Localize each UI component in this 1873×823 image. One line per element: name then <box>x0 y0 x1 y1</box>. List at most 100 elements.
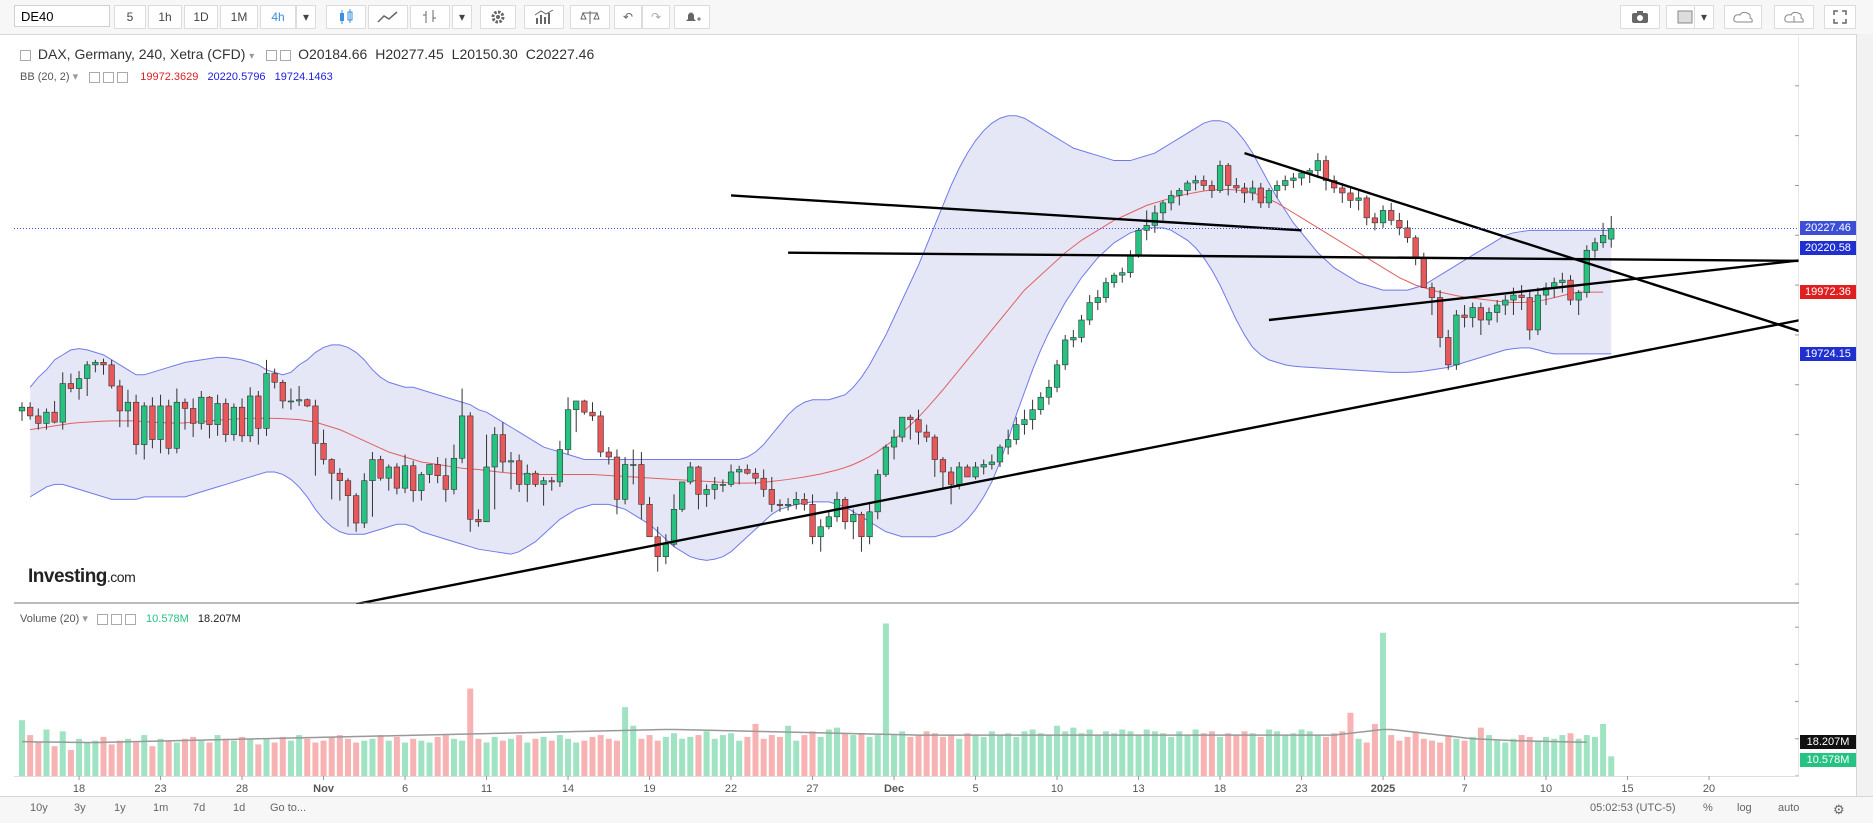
volume-bar <box>1445 735 1452 776</box>
candle-body <box>491 434 498 468</box>
percent-scale-toggle[interactable]: % <box>1703 802 1713 814</box>
alert-button[interactable] <box>674 5 710 29</box>
candle-body <box>1168 195 1175 204</box>
volume-bar <box>1567 733 1574 776</box>
candle-body <box>532 472 539 485</box>
volume-bar <box>866 736 873 776</box>
redo-button[interactable]: ↷ <box>642 5 670 29</box>
candle-body <box>247 395 254 437</box>
line-chart-type-button[interactable] <box>368 5 408 29</box>
undo-button[interactable]: ↶ <box>614 5 642 29</box>
volume-bar <box>516 735 523 776</box>
candle-body <box>401 465 409 489</box>
candle-body <box>43 411 50 424</box>
interval-1h-button[interactable]: 1h <box>148 5 182 29</box>
chevron-down-icon[interactable]: ▾ <box>72 71 79 83</box>
gear-icon[interactable]: ⚙ <box>1833 802 1845 817</box>
clock-time: 05:02:53 (UTC-5) <box>1590 802 1676 814</box>
interval-dropdown-button[interactable]: ▾ <box>296 5 316 29</box>
x-tick-label: 19 <box>643 783 655 795</box>
candle-body <box>597 415 604 453</box>
candle-body <box>915 419 922 433</box>
auto-scale-toggle[interactable]: auto <box>1778 802 1800 814</box>
volume-bar <box>646 735 653 776</box>
candle-body <box>744 469 751 474</box>
layout-dropdown-button[interactable]: ▾ <box>1694 5 1714 29</box>
right-scroll-pane[interactable] <box>1856 34 1873 796</box>
x-tick-label: 7 <box>1461 783 1467 795</box>
candle-body <box>646 504 653 538</box>
collapse-icon[interactable] <box>20 49 31 61</box>
bar-chart-type-button[interactable] <box>410 5 450 29</box>
settings-button[interactable] <box>480 5 516 29</box>
compare-button[interactable] <box>570 5 610 29</box>
candle-body <box>458 415 466 459</box>
candle-body <box>768 489 775 505</box>
bb-upper-line <box>29 115 1612 461</box>
volume-bar <box>1502 742 1509 776</box>
volume-bar <box>84 742 91 776</box>
cloud-save-button[interactable] <box>1774 5 1814 29</box>
candles-chart-type-button[interactable] <box>326 5 366 29</box>
screenshot-button[interactable] <box>1620 5 1660 29</box>
volume-bar <box>459 740 466 776</box>
price-chart[interactable]: 20800.0020600.0020400.0020200.0020000.00… <box>14 36 1799 604</box>
interval-1d-button[interactable]: 1D <box>184 5 218 29</box>
x-tick-label: 10 <box>1540 783 1552 795</box>
candle-body <box>1200 180 1207 186</box>
visibility-icon[interactable] <box>89 71 101 83</box>
candle-body <box>1159 202 1167 214</box>
visibility-icon[interactable] <box>280 49 292 61</box>
candle-body <box>736 469 743 473</box>
period-1y[interactable]: 1y <box>114 802 126 814</box>
candle-body <box>499 434 506 463</box>
volume-bar <box>19 720 25 776</box>
volume-bar <box>1160 733 1166 776</box>
period-10y[interactable]: 10y <box>30 802 48 814</box>
chevron-down-icon[interactable]: ▾ <box>82 613 88 625</box>
volume-bar <box>1265 729 1272 776</box>
period-3y[interactable]: 3y <box>74 802 86 814</box>
expand-icon <box>1833 10 1847 24</box>
chart-type-dropdown-button[interactable]: ▾ <box>452 5 472 29</box>
volume-bar <box>939 736 946 776</box>
interval-5m-button[interactable]: 5 <box>114 5 146 29</box>
settings-icon[interactable] <box>103 71 115 83</box>
trendline <box>730 194 1302 232</box>
volume-bar <box>353 742 360 776</box>
go-to-link[interactable]: Go to... <box>270 802 307 814</box>
volume-bar <box>1184 735 1191 776</box>
settings-icon[interactable] <box>110 613 122 625</box>
interval-4h-button[interactable]: 4h <box>260 5 296 29</box>
camera-icon <box>1632 11 1648 23</box>
volume-bar <box>1469 736 1476 776</box>
symbol-input[interactable] <box>14 5 110 27</box>
volume-bar <box>450 738 457 776</box>
volume-bar <box>1257 736 1264 776</box>
chevron-down-icon[interactable]: ▾ <box>249 51 255 62</box>
x-tick-label: 23 <box>1295 783 1307 795</box>
period-7d[interactable]: 7d <box>193 802 206 814</box>
log-scale-toggle[interactable]: log <box>1737 802 1752 814</box>
close-icon[interactable] <box>117 71 129 83</box>
volume-bar <box>173 742 180 776</box>
visibility-icon[interactable] <box>96 613 108 625</box>
interval-1m-button[interactable]: 1M <box>220 5 258 29</box>
volume-bar <box>891 735 898 776</box>
candle-body <box>157 405 164 440</box>
period-1m[interactable]: 1m <box>153 802 169 814</box>
volume-bar <box>858 733 865 776</box>
fullscreen-button[interactable] <box>1824 5 1856 29</box>
settings-icon[interactable] <box>266 49 278 61</box>
volume-bar <box>230 740 237 776</box>
volume-bar <box>141 735 148 776</box>
volume-chart[interactable]: 80M60M40M20M0 <box>14 606 1799 796</box>
close-icon[interactable] <box>124 613 136 625</box>
indicators-button[interactable] <box>524 5 564 29</box>
cloud-load-button[interactable] <box>1724 5 1762 29</box>
period-1d[interactable]: 1d <box>233 802 246 814</box>
volume-bar <box>377 735 384 776</box>
ohlc-high: H20277.45 <box>375 46 444 62</box>
candle-body <box>1404 227 1411 239</box>
candle-body <box>304 399 311 407</box>
